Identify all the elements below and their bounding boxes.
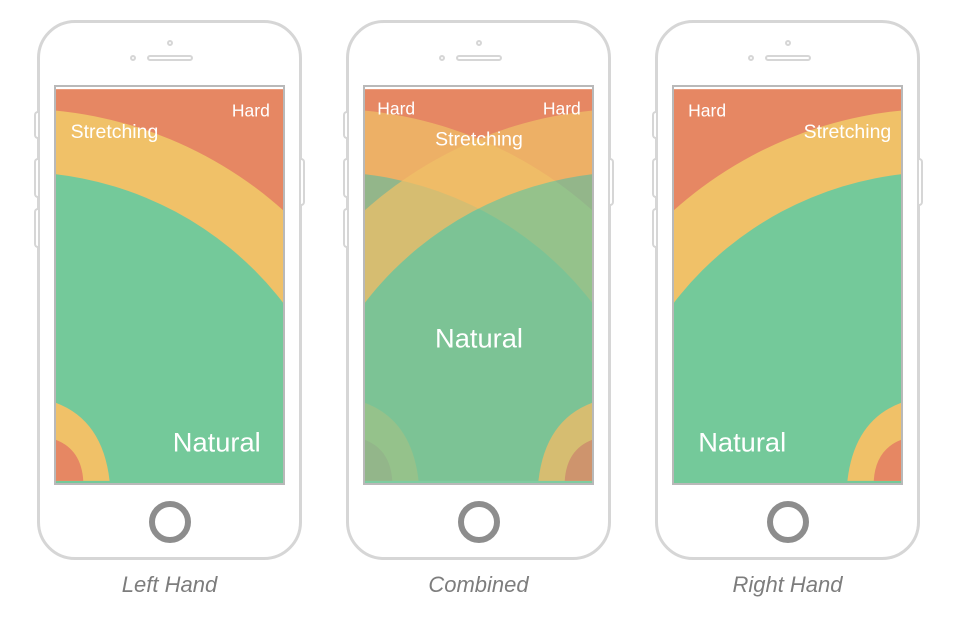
- label-hard-right: Hard: [543, 99, 581, 119]
- phone-silence-switch: [652, 111, 656, 139]
- phone-sensor-dot-icon: [748, 55, 754, 61]
- phone-frame: Hard Stretching Natural: [37, 20, 302, 560]
- thumb-zone-diagram-combined: Hard Hard Stretching Natural: [365, 87, 592, 483]
- caption-left: Left Hand: [122, 572, 217, 598]
- panel-combined: Hard Hard Stretching Natural Combined: [346, 20, 611, 598]
- phone-volume-down: [652, 208, 656, 248]
- panel-right-hand: Hard Stretching Natural Right Hand: [655, 20, 920, 598]
- thumb-zone-diagram-left: Hard Stretching Natural: [56, 87, 283, 483]
- phone-screen: Hard Stretching Natural: [672, 85, 903, 485]
- phone-volume-up: [652, 158, 656, 198]
- phone-home-button-icon: [149, 501, 191, 543]
- phone-camera-dot-icon: [167, 40, 173, 46]
- phone-power-button: [610, 158, 614, 206]
- phone-camera-dot-icon: [476, 40, 482, 46]
- label-natural: Natural: [173, 427, 261, 458]
- label-hard-left: Hard: [377, 99, 415, 119]
- phone-camera-dot-icon: [785, 40, 791, 46]
- phone-frame: Hard Hard Stretching Natural: [346, 20, 611, 560]
- phone-volume-up: [34, 158, 38, 198]
- phone-speaker-icon: [456, 55, 502, 61]
- phone-home-button-icon: [458, 501, 500, 543]
- phone-sensor-dot-icon: [439, 55, 445, 61]
- panel-left-hand: Hard Stretching Natural Left Hand: [37, 20, 302, 598]
- label-natural: Natural: [698, 427, 786, 458]
- phone-volume-down: [343, 208, 347, 248]
- phone-screen: Hard Stretching Natural: [54, 85, 285, 485]
- phone-volume-down: [34, 208, 38, 248]
- thumb-zone-diagram-right: Hard Stretching Natural: [674, 87, 901, 483]
- label-hard: Hard: [232, 100, 270, 120]
- caption-combined: Combined: [428, 572, 528, 598]
- phone-sensor-dot-icon: [130, 55, 136, 61]
- phone-power-button: [301, 158, 305, 206]
- label-natural: Natural: [435, 322, 523, 353]
- phone-home-button-icon: [767, 501, 809, 543]
- phone-speaker-icon: [765, 55, 811, 61]
- label-stretching: Stretching: [71, 121, 159, 143]
- phone-frame: Hard Stretching Natural: [655, 20, 920, 560]
- phone-volume-up: [343, 158, 347, 198]
- label-stretching: Stretching: [435, 129, 523, 151]
- label-hard: Hard: [688, 100, 726, 120]
- label-stretching: Stretching: [804, 121, 892, 143]
- phone-silence-switch: [343, 111, 347, 139]
- phone-speaker-icon: [147, 55, 193, 61]
- phone-silence-switch: [34, 111, 38, 139]
- caption-right: Right Hand: [732, 572, 842, 598]
- phone-power-button: [919, 158, 923, 206]
- phone-screen: Hard Hard Stretching Natural: [363, 85, 594, 485]
